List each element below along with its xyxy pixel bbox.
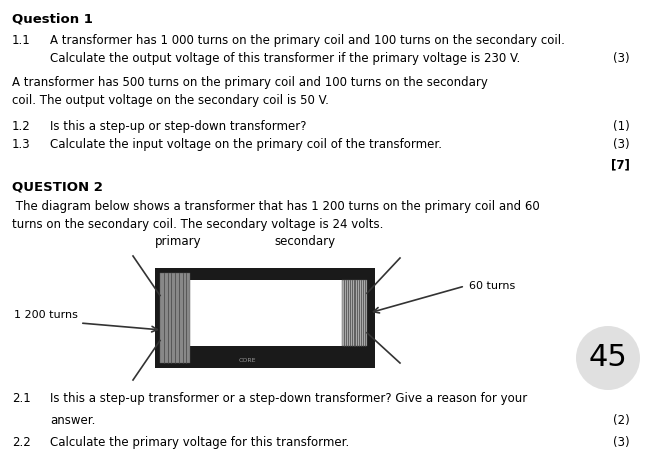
Text: coil. The output voltage on the secondary coil is 50 V.: coil. The output voltage on the secondar… bbox=[12, 94, 329, 107]
Text: A transformer has 1 000 turns on the primary coil and 100 turns on the secondary: A transformer has 1 000 turns on the pri… bbox=[50, 34, 565, 47]
Text: Is this a step-up or step-down transformer?: Is this a step-up or step-down transform… bbox=[50, 120, 306, 133]
Text: primary: primary bbox=[155, 235, 201, 248]
Text: 1.3: 1.3 bbox=[12, 138, 30, 151]
Text: 1.2: 1.2 bbox=[12, 120, 31, 133]
Text: (1): (1) bbox=[613, 120, 630, 133]
Text: (3): (3) bbox=[613, 436, 630, 449]
Text: 2.1: 2.1 bbox=[12, 392, 31, 405]
Text: secondary: secondary bbox=[274, 235, 335, 248]
Text: Question 1: Question 1 bbox=[12, 12, 93, 25]
Text: 60 turns: 60 turns bbox=[469, 281, 515, 291]
Text: Calculate the output voltage of this transformer if the primary voltage is 230 V: Calculate the output voltage of this tra… bbox=[50, 52, 521, 65]
Bar bbox=[342, 280, 367, 346]
Text: turns on the secondary coil. The secondary voltage is 24 volts.: turns on the secondary coil. The seconda… bbox=[12, 218, 383, 231]
Circle shape bbox=[576, 326, 640, 390]
Bar bbox=[160, 273, 190, 363]
Text: Calculate the input voltage on the primary coil of the transformer.: Calculate the input voltage on the prima… bbox=[50, 138, 442, 151]
Text: (2): (2) bbox=[613, 414, 630, 427]
Text: [7]: [7] bbox=[611, 158, 630, 171]
Text: Calculate the primary voltage for this transformer.: Calculate the primary voltage for this t… bbox=[50, 436, 349, 449]
Text: 1.1: 1.1 bbox=[12, 34, 31, 47]
Text: Is this a step-up transformer or a step-down transformer? Give a reason for your: Is this a step-up transformer or a step-… bbox=[50, 392, 527, 405]
Text: (3): (3) bbox=[613, 52, 630, 65]
Text: 45: 45 bbox=[589, 344, 628, 373]
Text: QUESTION 2: QUESTION 2 bbox=[12, 180, 103, 193]
Text: The diagram below shows a transformer that has 1 200 turns on the primary coil a: The diagram below shows a transformer th… bbox=[12, 200, 540, 213]
Text: CORE: CORE bbox=[239, 357, 256, 363]
Text: 1 200 turns: 1 200 turns bbox=[14, 310, 78, 320]
Bar bbox=[190, 280, 367, 346]
Text: (3): (3) bbox=[613, 138, 630, 151]
Text: 2.2: 2.2 bbox=[12, 436, 31, 449]
Text: answer.: answer. bbox=[50, 414, 95, 427]
Text: A transformer has 500 turns on the primary coil and 100 turns on the secondary: A transformer has 500 turns on the prima… bbox=[12, 76, 488, 89]
Bar bbox=[155, 268, 375, 368]
